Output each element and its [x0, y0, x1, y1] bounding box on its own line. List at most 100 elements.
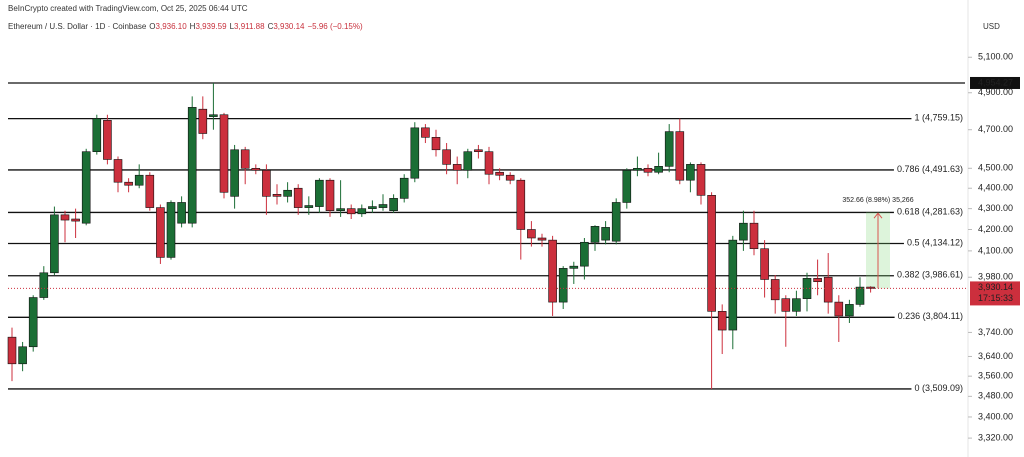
fib-label-bg — [893, 205, 965, 219]
candle-body — [654, 166, 663, 173]
candle-body — [357, 208, 367, 215]
candle-body — [643, 167, 653, 173]
last-price-label: 3,930.14 — [978, 282, 1013, 292]
candle-body — [505, 174, 515, 181]
candle-body — [251, 167, 261, 171]
y-tick-label: 3,560.00 — [978, 371, 1013, 381]
measure-label: 352.66 (8.98%) 35,266 — [842, 197, 913, 204]
fib-label-bg — [911, 111, 965, 125]
fib-label-bg — [894, 310, 965, 324]
candle-body — [304, 205, 314, 208]
ohlc-key: L — [229, 22, 235, 31]
candle-body — [60, 214, 70, 221]
last-price-bg — [970, 281, 1020, 306]
candle-body — [28, 297, 38, 348]
candle-body — [399, 177, 409, 199]
candle-body — [717, 311, 727, 331]
candle-body — [516, 179, 526, 230]
candle-body — [664, 131, 674, 167]
high-label-bg — [970, 76, 1020, 89]
candle-body — [823, 276, 833, 303]
fib-label-bg — [893, 268, 965, 282]
fib-label-bg — [911, 381, 965, 395]
candle-body — [124, 181, 133, 186]
candle-body — [156, 207, 165, 258]
candle-body — [463, 151, 473, 171]
fib-label: 0.5 (4,134.12) — [907, 237, 963, 247]
candle-body — [770, 279, 780, 301]
candle-body — [601, 227, 610, 241]
candle-body — [760, 248, 769, 280]
candle-body — [696, 164, 706, 196]
candle-body — [39, 272, 49, 298]
candle-body — [739, 222, 748, 241]
y-tick-label: 4,200.00 — [978, 224, 1013, 234]
candle-body — [209, 114, 218, 117]
candle-body — [50, 214, 59, 274]
candle-body — [346, 208, 356, 215]
fib-label-bg — [903, 236, 965, 250]
candle-body — [484, 151, 494, 175]
candle-body — [675, 131, 685, 181]
ohlc-item: C3,930.14 — [268, 22, 305, 31]
candle-body — [368, 206, 377, 209]
candle-body — [378, 204, 388, 208]
candle-body — [7, 336, 17, 365]
ohlc-key: H — [189, 22, 196, 31]
ohlc-item: O3,936.10 — [149, 22, 186, 31]
candle-body — [442, 149, 451, 165]
candle-body — [145, 174, 155, 208]
candle-body — [728, 239, 738, 331]
y-tick-label: 4,900.00 — [978, 87, 1013, 97]
ohlc-item: L3,911.88 — [230, 22, 265, 31]
fib-label-bg — [893, 162, 965, 176]
fib-label: 0.786 (4,491.63) — [897, 164, 963, 174]
y-tick-label: 5,100.00 — [978, 52, 1013, 62]
symbol: Ethereum / U.S. Dollar · 1D · Coinbase — [8, 22, 147, 31]
candle-body — [749, 222, 759, 250]
y-tick-label: 3,740.00 — [978, 327, 1013, 337]
candle-body — [293, 187, 303, 208]
fib-label: 0 (3,509.09) — [914, 383, 963, 393]
candle-body — [834, 301, 844, 317]
candle-body — [548, 239, 557, 303]
candle-body — [71, 218, 80, 222]
candle-body — [611, 202, 621, 242]
ohlc-key: O — [149, 22, 156, 31]
candle-body — [474, 149, 483, 152]
candle-body — [781, 298, 791, 312]
ohlc-value: 3,930.14 — [273, 22, 305, 31]
ohlc-value: 3,936.10 — [155, 22, 187, 31]
candle-body — [421, 127, 430, 138]
credit-text: BeInCrypto created with TradingView.com,… — [8, 4, 248, 13]
candle-body — [569, 265, 579, 269]
candle-body — [527, 229, 536, 239]
candle-body — [166, 202, 176, 258]
candle-body — [315, 179, 324, 207]
candle-body — [92, 118, 102, 152]
ohlc-value: 3,939.59 — [195, 22, 227, 31]
fib-label: 1 (4,759.15) — [914, 112, 963, 122]
countdown: 17:15:33 — [978, 293, 1013, 303]
candle-body — [272, 194, 282, 197]
candle-body — [113, 159, 123, 183]
candle-body — [686, 164, 695, 181]
candle-body — [792, 298, 801, 312]
candle-body — [198, 108, 208, 134]
candle-body — [18, 346, 27, 365]
candle-body — [283, 189, 292, 197]
y-tick-label: 3,640.00 — [978, 351, 1013, 361]
candle-body — [431, 137, 441, 151]
candle-body — [219, 114, 229, 193]
candle-body — [336, 208, 345, 211]
ohlc-item: H3,939.59 — [190, 22, 227, 31]
y-tick-label: 4,300.00 — [978, 203, 1013, 213]
candle-body — [866, 286, 875, 289]
credit: BeInCrypto created with TradingView.com,… — [8, 4, 248, 13]
candle-body — [855, 286, 865, 305]
y-tick-label: 3,320.00 — [978, 432, 1013, 442]
candle-body — [325, 179, 335, 211]
ohlc-key: C — [267, 22, 274, 31]
